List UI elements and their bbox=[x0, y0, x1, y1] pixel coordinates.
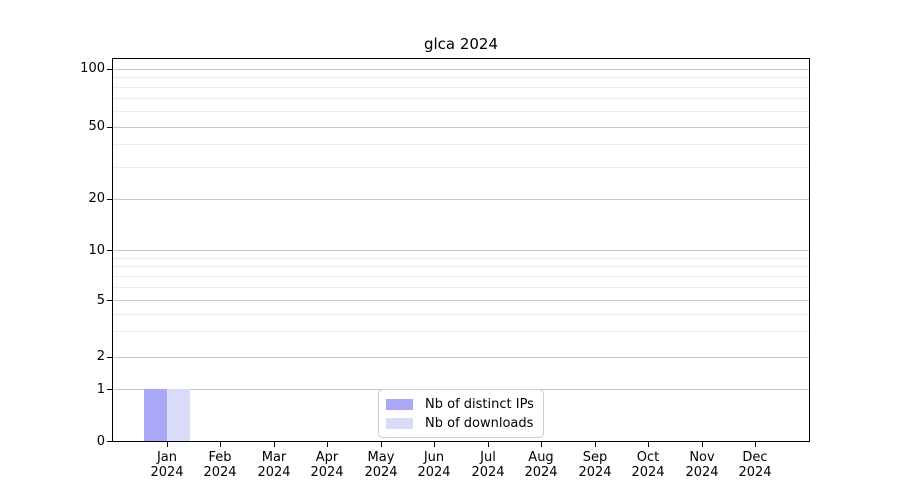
minor-gridline-80 bbox=[113, 87, 809, 88]
y-tick-label-1: 1 bbox=[96, 382, 105, 397]
x-tick-may bbox=[381, 442, 382, 447]
legend-label: Nb of downloads bbox=[425, 416, 534, 431]
minor-gridline-8 bbox=[113, 266, 809, 267]
x-tick-label-apr: Apr 2024 bbox=[299, 450, 355, 480]
x-label-month: Oct bbox=[636, 450, 660, 465]
y-tick-50 bbox=[107, 127, 112, 128]
x-tick-label-dec: Dec 2024 bbox=[727, 450, 783, 480]
minor-gridline-30 bbox=[113, 167, 809, 168]
x-label-year: 2024 bbox=[471, 465, 505, 480]
y-tick-label-0: 0 bbox=[96, 434, 105, 449]
y-tick-label-10: 10 bbox=[88, 243, 105, 258]
x-tick-label-jun: Jun 2024 bbox=[406, 450, 462, 480]
x-label-month: Jul bbox=[480, 450, 496, 465]
major-gridline-5 bbox=[113, 300, 809, 301]
x-label-year: 2024 bbox=[203, 465, 237, 480]
y-tick-0 bbox=[107, 441, 112, 442]
x-label-year: 2024 bbox=[417, 465, 451, 480]
x-tick-jun bbox=[434, 442, 435, 447]
major-gridline-2 bbox=[113, 357, 809, 358]
x-label-year: 2024 bbox=[631, 465, 665, 480]
minor-gridline-4 bbox=[113, 314, 809, 315]
major-gridline-100 bbox=[113, 69, 809, 70]
minor-gridline-70 bbox=[113, 98, 809, 99]
minor-gridline-6 bbox=[113, 287, 809, 288]
x-label-month: Jun bbox=[423, 450, 445, 465]
minor-gridline-60 bbox=[113, 111, 809, 112]
legend-swatch-nb-of-downloads bbox=[386, 418, 413, 429]
x-label-month: Jan bbox=[156, 450, 178, 465]
x-tick-label-aug: Aug 2024 bbox=[513, 450, 569, 480]
x-label-year: 2024 bbox=[150, 465, 184, 480]
y-tick-label-20: 20 bbox=[88, 191, 105, 206]
legend-swatch-nb-of-distinct-ips bbox=[386, 399, 413, 410]
minor-gridline-3 bbox=[113, 331, 809, 332]
minor-gridline-90 bbox=[113, 77, 809, 78]
x-tick-jul bbox=[488, 442, 489, 447]
x-tick-label-oct: Oct 2024 bbox=[620, 450, 676, 480]
y-tick-5 bbox=[107, 300, 112, 301]
bar-nb-of-distinct-ips-jan bbox=[144, 389, 167, 441]
x-label-month: Aug bbox=[528, 450, 554, 465]
minor-gridline-9 bbox=[113, 258, 809, 259]
y-tick-10 bbox=[107, 250, 112, 251]
major-gridline-20 bbox=[113, 199, 809, 200]
legend: Nb of distinct IPs Nb of downloads bbox=[378, 389, 544, 438]
y-tick-1 bbox=[107, 389, 112, 390]
x-label-month: Feb bbox=[208, 450, 232, 465]
major-gridline-50 bbox=[113, 127, 809, 128]
x-tick-oct bbox=[648, 442, 649, 447]
x-tick-label-jan: Jan 2024 bbox=[139, 450, 195, 480]
x-tick-mar bbox=[274, 442, 275, 447]
x-tick-aug bbox=[541, 442, 542, 447]
x-tick-label-mar: Mar 2024 bbox=[246, 450, 302, 480]
x-label-year: 2024 bbox=[685, 465, 719, 480]
y-tick-100 bbox=[107, 69, 112, 70]
y-tick-2 bbox=[107, 357, 112, 358]
y-tick-label-50: 50 bbox=[88, 119, 105, 134]
x-tick-jan bbox=[167, 442, 168, 447]
x-label-month: Dec bbox=[742, 450, 768, 465]
x-tick-label-feb: Feb 2024 bbox=[192, 450, 248, 480]
x-tick-label-may: May 2024 bbox=[353, 450, 409, 480]
y-tick-20 bbox=[107, 199, 112, 200]
x-label-year: 2024 bbox=[738, 465, 772, 480]
minor-gridline-40 bbox=[113, 144, 809, 145]
x-label-month: Apr bbox=[315, 450, 339, 465]
x-label-year: 2024 bbox=[257, 465, 291, 480]
y-tick-label-2: 2 bbox=[96, 349, 105, 364]
bar-nb-of-downloads-jan bbox=[167, 389, 190, 441]
y-tick-label-100: 100 bbox=[80, 61, 105, 76]
legend-label: Nb of distinct IPs bbox=[425, 397, 534, 412]
x-label-year: 2024 bbox=[310, 465, 344, 480]
x-tick-apr bbox=[327, 442, 328, 447]
x-label-year: 2024 bbox=[578, 465, 612, 480]
x-label-month: Nov bbox=[689, 450, 715, 465]
x-label-year: 2024 bbox=[364, 465, 398, 480]
x-tick-label-nov: Nov 2024 bbox=[674, 450, 730, 480]
x-tick-label-jul: Jul 2024 bbox=[460, 450, 516, 480]
major-gridline-10 bbox=[113, 250, 809, 251]
x-tick-sep bbox=[595, 442, 596, 447]
chart-title: glca 2024 bbox=[423, 35, 499, 53]
x-tick-nov bbox=[702, 442, 703, 447]
legend-row-nb-of-downloads: Nb of downloads bbox=[386, 415, 535, 432]
x-label-month: Mar bbox=[261, 450, 287, 465]
x-label-year: 2024 bbox=[524, 465, 558, 480]
legend-row-nb-of-distinct-ips: Nb of distinct IPs bbox=[386, 396, 535, 413]
minor-gridline-7 bbox=[113, 276, 809, 277]
y-tick-label-5: 5 bbox=[96, 293, 105, 308]
x-label-month: May bbox=[367, 450, 395, 465]
x-tick-feb bbox=[220, 442, 221, 447]
x-tick-dec bbox=[755, 442, 756, 447]
x-label-month: Sep bbox=[582, 450, 608, 465]
x-tick-label-sep: Sep 2024 bbox=[567, 450, 623, 480]
